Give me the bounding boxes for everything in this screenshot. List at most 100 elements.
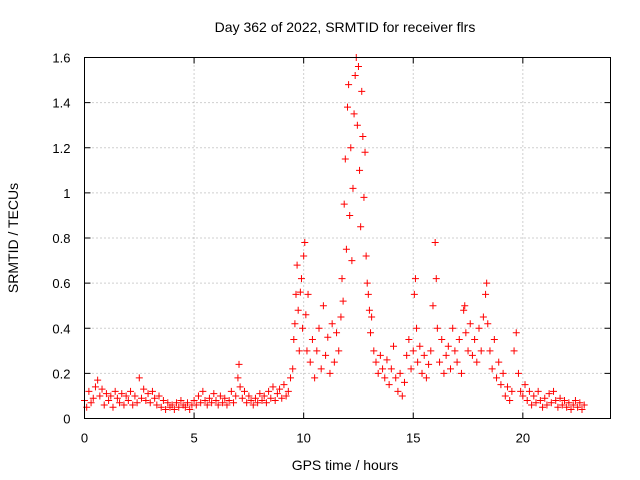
data-point xyxy=(89,394,97,402)
data-point xyxy=(319,302,327,310)
data-point xyxy=(91,383,99,391)
data-point xyxy=(370,347,378,355)
data-point xyxy=(234,374,242,382)
data-point xyxy=(122,392,130,400)
data-point xyxy=(532,399,540,407)
data-point xyxy=(414,358,422,366)
data-point xyxy=(578,405,586,413)
data-point xyxy=(457,369,465,377)
data-point xyxy=(273,390,281,398)
data-point xyxy=(541,394,549,402)
data-point xyxy=(357,223,365,231)
data-point xyxy=(269,383,277,391)
data-point xyxy=(232,392,240,400)
y-tick-label: 0.8 xyxy=(52,231,70,246)
data-point xyxy=(284,387,292,395)
data-point xyxy=(271,396,279,404)
data-point xyxy=(208,399,216,407)
data-point xyxy=(109,403,117,411)
data-point xyxy=(111,387,119,395)
data-point xyxy=(473,358,481,366)
data-point xyxy=(543,401,551,409)
data-point xyxy=(358,87,366,95)
data-point xyxy=(427,347,435,355)
data-point xyxy=(569,401,577,409)
data-point xyxy=(552,396,560,404)
data-point xyxy=(431,239,439,247)
data-point xyxy=(411,275,419,283)
data-point xyxy=(410,290,418,298)
data-point xyxy=(455,336,463,344)
data-point xyxy=(462,329,470,337)
data-point xyxy=(120,401,128,409)
data-point xyxy=(400,378,408,386)
data-point xyxy=(471,336,479,344)
data-point xyxy=(438,336,446,344)
y-tick-label: 1 xyxy=(63,186,70,201)
data-point xyxy=(396,369,404,377)
data-point xyxy=(348,257,356,265)
data-point xyxy=(356,166,364,174)
data-point xyxy=(260,392,268,400)
data-point xyxy=(517,387,525,395)
data-point xyxy=(453,358,461,366)
data-point xyxy=(392,374,400,382)
data-point xyxy=(508,387,516,395)
data-point xyxy=(225,396,233,404)
data-point xyxy=(497,381,505,389)
data-point xyxy=(387,365,395,373)
data-point xyxy=(230,399,238,407)
data-point xyxy=(374,369,382,377)
x-tick-label: 0 xyxy=(81,431,88,446)
data-point xyxy=(385,381,393,389)
data-point xyxy=(350,110,358,118)
data-point xyxy=(341,155,349,163)
data-point xyxy=(354,63,362,71)
data-point xyxy=(256,390,264,398)
data-point xyxy=(247,396,255,404)
data-point xyxy=(155,392,163,400)
data-point xyxy=(477,347,485,355)
data-point xyxy=(416,342,424,350)
data-point xyxy=(129,401,137,409)
data-point xyxy=(184,399,192,407)
data-point xyxy=(308,336,316,344)
data-point xyxy=(432,275,440,283)
data-point xyxy=(326,369,334,377)
data-point xyxy=(338,275,346,283)
data-point xyxy=(296,288,304,296)
data-point xyxy=(245,392,253,400)
data-point xyxy=(194,392,202,400)
data-point xyxy=(280,381,288,389)
data-point xyxy=(479,313,487,321)
data-point xyxy=(367,329,375,337)
data-point xyxy=(521,381,529,389)
data-point xyxy=(243,399,251,407)
data-point xyxy=(403,351,411,359)
x-tick-label: 20 xyxy=(516,431,530,446)
data-point xyxy=(249,401,257,409)
data-point xyxy=(181,403,189,411)
data-point xyxy=(214,401,222,409)
data-point xyxy=(330,358,338,366)
data-point xyxy=(409,347,417,355)
data-point xyxy=(328,320,336,328)
data-point xyxy=(405,336,413,344)
data-point xyxy=(223,401,231,409)
data-point xyxy=(565,399,573,407)
data-point xyxy=(342,245,350,253)
data-point xyxy=(361,148,369,156)
data-point xyxy=(299,324,307,332)
data-point xyxy=(164,399,172,407)
y-tick-label: 1.2 xyxy=(52,141,70,156)
data-point xyxy=(317,365,325,373)
data-point xyxy=(422,374,430,382)
data-point xyxy=(483,279,491,287)
data-point xyxy=(482,290,490,298)
data-point xyxy=(554,403,562,411)
data-point xyxy=(142,396,150,404)
data-point xyxy=(501,392,509,400)
y-tick-label: 0.2 xyxy=(52,366,70,381)
x-tick-label: 10 xyxy=(296,431,310,446)
data-point xyxy=(547,399,555,407)
